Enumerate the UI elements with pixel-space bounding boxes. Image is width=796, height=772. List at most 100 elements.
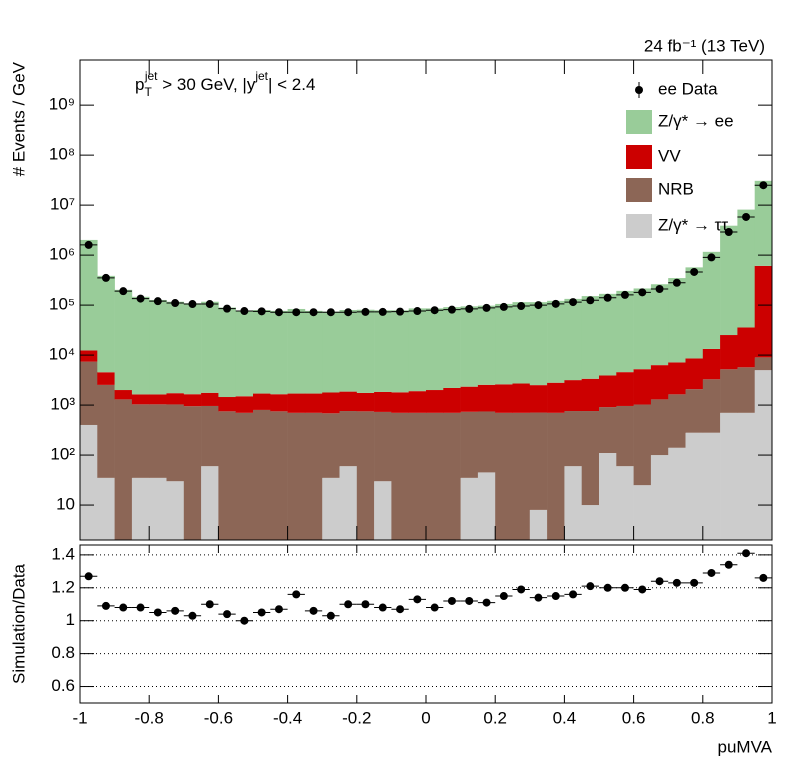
y-tick-label: 10⁵ [49,295,75,314]
y-tick-label: 0.6 [51,676,75,695]
data-point [408,307,426,316]
data-point [460,596,478,605]
marker [499,302,508,311]
stack-bar [339,391,358,412]
stack-bar [650,455,669,540]
stack-bar [529,385,548,413]
marker [465,596,474,605]
data-point [754,181,772,190]
marker [690,267,699,276]
legend-marker [635,86,643,94]
marker [413,307,422,316]
top-plot-area [80,180,772,540]
stack-bar [97,477,115,540]
marker [586,296,595,305]
marker [569,590,578,599]
marker [534,301,543,310]
marker [534,593,543,602]
stack-bar [114,390,133,400]
stack-bar [633,404,652,486]
ratio-axis-label: Simulation/Data [9,563,28,684]
marker [119,287,128,296]
data-point [512,301,530,310]
marker [707,568,716,577]
stack-bar [477,411,496,473]
data-point [304,606,323,615]
marker [171,299,180,308]
marker [378,307,387,316]
stack-bar [668,362,686,395]
stack-bar [599,407,617,454]
stack-bar [754,370,772,540]
stack-bar [460,306,479,387]
data-point [114,603,132,612]
stack-bar [374,411,392,482]
marker [326,308,335,317]
stack-bar [668,394,686,448]
marker [586,582,595,591]
marker [569,298,578,307]
stack-bar [166,481,185,540]
stack-bar [253,310,271,394]
x-tick-label: -1 [72,708,87,727]
data-point [443,596,461,605]
data-point [650,577,669,586]
stack-bar [166,404,185,482]
marker [240,616,249,625]
stack-bar [443,387,461,413]
data-point [529,301,548,310]
stack-bar [443,412,461,540]
marker [84,240,93,249]
data-point [668,278,686,287]
marker [188,300,197,309]
data-point [633,585,651,594]
stack-bar [131,477,150,540]
marker [84,572,93,581]
stack-bar [581,378,600,412]
stack-bar [547,382,565,413]
stack-bar [443,307,461,388]
data-point [374,603,392,612]
data-point [720,227,738,236]
annotation-part: | < 2.4 [268,75,315,94]
marker [690,578,699,587]
y-tick-label: 1 [66,610,75,629]
y-tick-label: 10⁶ [49,245,75,264]
stack-bar [201,392,219,406]
stack-bar [183,394,202,407]
stack-bar [166,301,185,394]
marker [274,605,283,614]
stack-bar [356,392,375,412]
stack-bar [650,365,669,400]
stack-bar [356,411,375,540]
marker [620,290,629,299]
stack-bar [304,310,323,394]
stack-bar [650,399,669,456]
marker [205,600,214,609]
data-point [356,600,375,609]
x-axis-label: puMVA [718,737,773,756]
stack-bar [512,383,531,413]
marker [482,303,491,312]
stack-bar [304,412,323,540]
data-point [737,212,755,221]
marker [136,294,145,303]
marker [361,307,370,316]
stack-bar [253,409,271,540]
stack-bar [114,289,133,391]
title: 24 fb⁻¹ (13 TeV) [644,36,765,55]
data-point [547,592,565,601]
marker [707,253,716,262]
marker [655,577,664,586]
marker [378,603,387,612]
data-point [754,573,772,582]
data-point [322,611,340,620]
stack-bar [426,390,444,413]
annotation-part: jet [144,69,158,83]
stack-bar [581,505,600,540]
marker [223,304,232,313]
data-point [495,302,513,311]
x-tick-label: 0.8 [691,708,715,727]
stack-bar [685,389,704,433]
legend-swatch [626,214,652,238]
